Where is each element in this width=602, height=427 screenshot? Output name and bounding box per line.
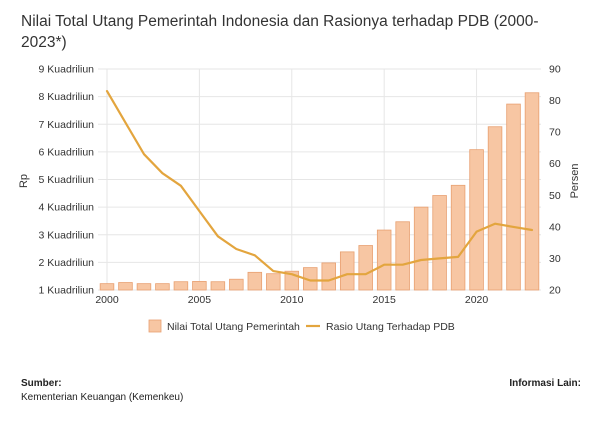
left-tick-label: 9 Kuadriliun <box>39 64 95 76</box>
bar-2001 <box>118 282 133 291</box>
bar-2006 <box>210 281 226 291</box>
left-tick-label: 6 Kuadriliun <box>39 146 95 158</box>
chart-title: Nilai Total Utang Pemerintah Indonesia d… <box>21 13 539 51</box>
legend-swatch-bar <box>148 319 162 333</box>
bar-2017 <box>413 206 429 291</box>
right-tick-label: 30 <box>549 253 561 265</box>
left-tick-label: 1 Kuadriliun <box>39 285 95 297</box>
bar-2023 <box>524 92 540 291</box>
bar-series <box>99 92 540 291</box>
chart: 1 Kuadriliun 2 Kuadriliun 3 Kuadriliun 4 Ku… <box>18 64 581 334</box>
left-tick-label: 7 Kuadriliun <box>39 119 95 131</box>
bar-2007 <box>229 278 244 291</box>
bar-2003 <box>155 283 170 291</box>
bar-2002 <box>136 283 152 291</box>
bar-2018 <box>432 195 447 291</box>
bar-2008 <box>247 271 263 291</box>
x-tick-label: 2000 <box>95 294 119 306</box>
right-tick-label: 50 <box>549 190 561 202</box>
x-tick-label: 2010 <box>280 294 304 306</box>
source-value: Kementerian Keuangan (Kemenkeu) <box>21 392 184 403</box>
right-tick-label: 80 <box>549 95 561 107</box>
x-tick-label: 2015 <box>372 294 396 306</box>
left-tick-label: 3 Kuadriliun <box>39 229 95 241</box>
grid-lines <box>98 68 541 291</box>
right-tick-label: 20 <box>549 285 561 297</box>
x-tick-label: 2020 <box>465 294 489 306</box>
bar-2009 <box>266 273 281 291</box>
legend-label-line: Rasio Utang Terhadap PDB <box>326 321 455 333</box>
ratio-line <box>105 90 534 282</box>
left-tick-label: 2 Kuadriliun <box>39 257 95 269</box>
bar-2012 <box>321 262 336 291</box>
bar-2000 <box>99 283 115 291</box>
left-tick-label: 5 Kuadriliun <box>39 174 95 186</box>
right-axis-ticks: 20 30 40 50 60 70 80 90 <box>549 64 561 297</box>
right-tick-label: 90 <box>549 64 561 76</box>
x-tick-label: 2005 <box>188 294 212 306</box>
legend: Nilai Total Utang Pemerintah Rasio Utang … <box>148 319 455 333</box>
bar-2020 <box>469 149 484 291</box>
left-tick-label: 8 Kuadriliun <box>39 91 95 103</box>
bar-2013 <box>339 251 355 291</box>
right-tick-label: 60 <box>549 158 561 170</box>
legend-label-bar: Nilai Total Utang Pemerintah <box>167 321 300 333</box>
source-label: Sumber: <box>21 378 62 389</box>
left-axis-title: Rp <box>18 174 30 188</box>
right-axis-title: Persen <box>569 164 581 199</box>
right-tick-label: 40 <box>549 221 561 233</box>
bar-2021 <box>487 126 503 291</box>
left-tick-label: 4 Kuadriliun <box>39 202 95 214</box>
bar-2016 <box>395 221 410 291</box>
bar-2022 <box>506 103 521 291</box>
left-axis-ticks: 1 Kuadriliun 2 Kuadriliun 3 Kuadriliun 4 Ku… <box>39 64 95 297</box>
bar-2019 <box>450 184 466 291</box>
x-axis-ticks: 2000 2005 2010 2015 2020 <box>95 294 488 306</box>
right-tick-label: 70 <box>549 127 561 139</box>
bar-2015 <box>376 229 392 291</box>
info-label: Informasi Lain: <box>509 378 581 389</box>
bar-2004 <box>173 281 189 291</box>
bar-2005 <box>192 281 207 291</box>
bar-2014 <box>358 245 373 291</box>
